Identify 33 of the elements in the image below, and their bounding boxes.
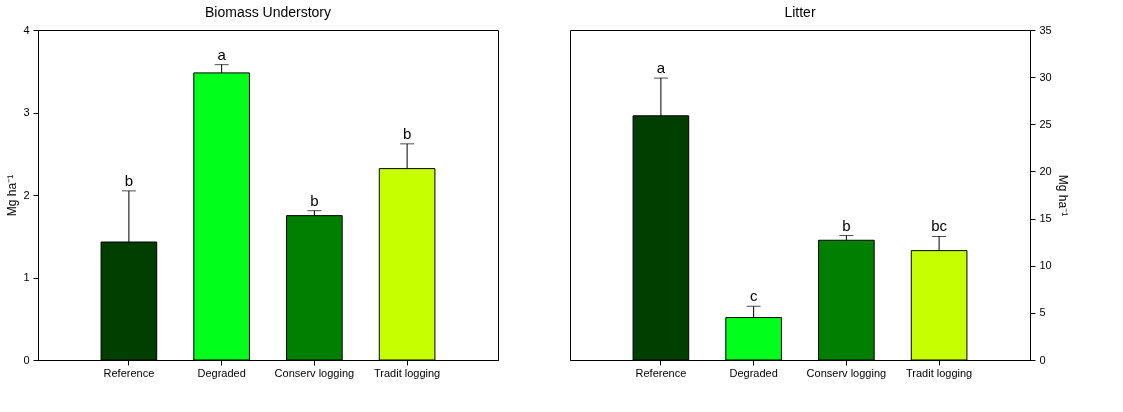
y-tick-label: 4: [23, 23, 30, 36]
y-tick-label: 3: [23, 106, 30, 118]
x-tick-label: Degraded: [729, 366, 778, 379]
x-tick-label: Tradit logging: [905, 366, 973, 379]
x-tick-label: Reference: [635, 366, 687, 379]
annotation: bc: [931, 217, 948, 235]
x-tick-label: Degraded: [197, 366, 246, 379]
y-tick-label: 2: [23, 188, 30, 201]
annotation: a: [656, 59, 666, 77]
annotation: a: [217, 45, 227, 63]
x-tick-label: Reference: [103, 366, 155, 379]
chart-title: Biomass Understory: [204, 4, 332, 20]
x-tick-label: Conserv logging: [274, 366, 355, 379]
y-tick-label: 5: [1039, 306, 1046, 319]
y-tick-label: 0: [1039, 353, 1046, 366]
y-tick-label: 10: [1039, 259, 1052, 272]
y-tick-label: 20: [1039, 164, 1052, 177]
x-tick-label: Conserv logging: [806, 366, 887, 379]
annotation: c: [749, 287, 758, 305]
y-tick-label: 1: [23, 271, 30, 283]
annotation: b: [402, 124, 412, 142]
x-tick-label: Tradit logging: [373, 366, 441, 379]
annotation: b: [310, 191, 319, 209]
y-axis-title: Mg ha⁻¹: [5, 174, 20, 217]
annotation: b: [124, 171, 134, 189]
y-tick-label: 35: [1039, 23, 1052, 36]
y-tick-label: 25: [1039, 117, 1052, 130]
y-tick-label: 30: [1039, 70, 1052, 83]
y-tick-label: 0: [23, 353, 30, 366]
annotation: b: [842, 216, 851, 234]
y-tick-label: 15: [1039, 212, 1052, 225]
y-axis-title: Mg ha⁻¹: [1055, 174, 1070, 217]
chart-title: Litter: [784, 4, 816, 20]
